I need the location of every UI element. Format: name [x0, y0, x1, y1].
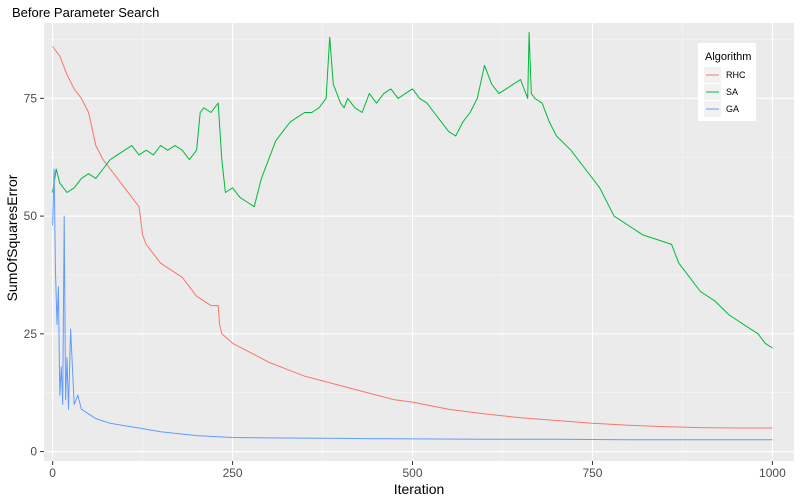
x-tick-label: 750	[582, 466, 602, 480]
series-line-ga	[52, 168, 773, 441]
y-tick-label: 50	[24, 209, 38, 223]
legend: Algorithm RHC SA GA	[698, 43, 756, 121]
y-tick-label: 75	[24, 91, 38, 105]
grid-major	[44, 23, 794, 461]
legend-items: RHC SA GA	[704, 67, 746, 117]
series-layer	[52, 31, 773, 441]
grid-minor	[44, 23, 794, 461]
x-tick-label: 1000	[759, 466, 786, 480]
x-tick-label: 250	[223, 466, 243, 480]
series-line-sa	[52, 31, 773, 349]
y-axis-title: SumOfSquaresError	[4, 174, 20, 301]
x-axis-title: Iteration	[394, 481, 445, 497]
legend-label-ga: GA	[726, 104, 739, 114]
plot-panel	[44, 23, 794, 461]
chart-title: Before Parameter Search	[12, 5, 159, 20]
legend-label-rhc: RHC	[726, 70, 746, 80]
x-axis: 0 250 500 750 1000	[49, 461, 786, 480]
series-line-rhc	[52, 46, 773, 429]
y-tick-label: 25	[24, 327, 38, 341]
x-tick-label: 0	[49, 466, 56, 480]
x-tick-label: 500	[403, 466, 423, 480]
y-tick-label: 0	[30, 445, 37, 459]
y-axis: 0 25 50 75	[24, 91, 44, 459]
legend-label-sa: SA	[726, 87, 738, 97]
legend-title: Algorithm	[705, 51, 751, 63]
